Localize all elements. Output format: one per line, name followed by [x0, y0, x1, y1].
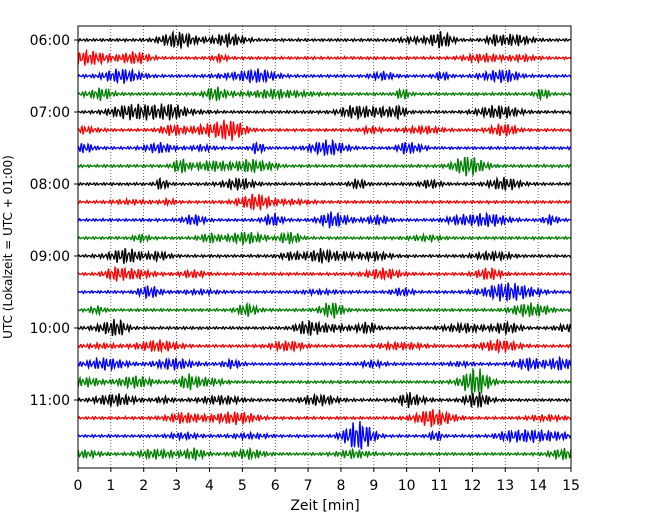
x-tick-label-4: 4 — [205, 478, 214, 494]
x-tick-label-14: 14 — [529, 478, 547, 494]
x-tick-label-1: 1 — [106, 478, 115, 494]
x-tick-label-12: 12 — [463, 478, 481, 494]
traces — [77, 29, 572, 461]
trace-1045 — [77, 367, 571, 395]
trace-0645 — [77, 86, 572, 102]
trace-0700 — [77, 103, 572, 121]
trace-0745 — [77, 156, 572, 177]
trace-0830 — [77, 211, 572, 229]
x-tick-label-3: 3 — [172, 478, 181, 494]
trace-1130 — [77, 420, 572, 450]
trace-1030 — [77, 355, 572, 373]
trace-0845 — [77, 230, 572, 246]
x-tick-label-11: 11 — [431, 478, 449, 494]
x-tick-label-7: 7 — [304, 478, 313, 494]
x-tick-label-15: 15 — [562, 478, 580, 494]
trace-0800 — [77, 176, 572, 191]
trace-1015 — [77, 338, 572, 354]
x-tick-label-2: 2 — [139, 478, 148, 494]
trace-0600 — [77, 29, 572, 49]
x-tick-label-9: 9 — [369, 478, 378, 494]
x-tick-label-5: 5 — [238, 478, 247, 494]
x-tick-label-6: 6 — [271, 478, 280, 494]
y-tick-label-5: 11:00 — [30, 393, 70, 409]
x-tick-label-13: 13 — [496, 478, 514, 494]
plot-background — [78, 26, 571, 468]
trace-0930 — [77, 282, 572, 303]
y-tick-label-3: 09:00 — [30, 249, 70, 265]
x-axis: 0 1 2 3 4 5 6 7 8 9 10 11 12 13 14 15 — [74, 468, 580, 494]
trace-1115 — [77, 408, 572, 428]
trace-0630 — [77, 67, 572, 85]
trace-0615 — [77, 48, 572, 66]
trace-0730 — [77, 138, 572, 156]
y-tick-label-0: 06:00 — [30, 33, 70, 49]
trace-1145 — [77, 446, 572, 461]
y-tick-label-2: 08:00 — [30, 177, 70, 193]
y-tick-label-1: 07:00 — [30, 105, 70, 121]
x-axis-label: Zeit [min] — [290, 498, 359, 514]
trace-1000 — [77, 318, 572, 337]
x-tick-label-10: 10 — [398, 478, 416, 494]
y-axis-label: UTC (Lokalzeit = UTC + 01:00) — [1, 155, 15, 339]
trace-1100 — [77, 391, 572, 409]
x-tick-label-0: 0 — [74, 478, 83, 494]
trace-0915 — [77, 265, 572, 282]
trace-0815 — [77, 193, 572, 211]
x-tick-label-8: 8 — [336, 478, 345, 494]
plot-frame — [77, 25, 572, 469]
y-axis: 06:00 07:00 08:00 09:00 10:00 11:00 — [30, 33, 78, 409]
trace-0945 — [77, 301, 572, 319]
trace-0715 — [77, 119, 572, 141]
y-tick-label-4: 10:00 — [30, 321, 70, 337]
trace-0900 — [77, 247, 572, 264]
